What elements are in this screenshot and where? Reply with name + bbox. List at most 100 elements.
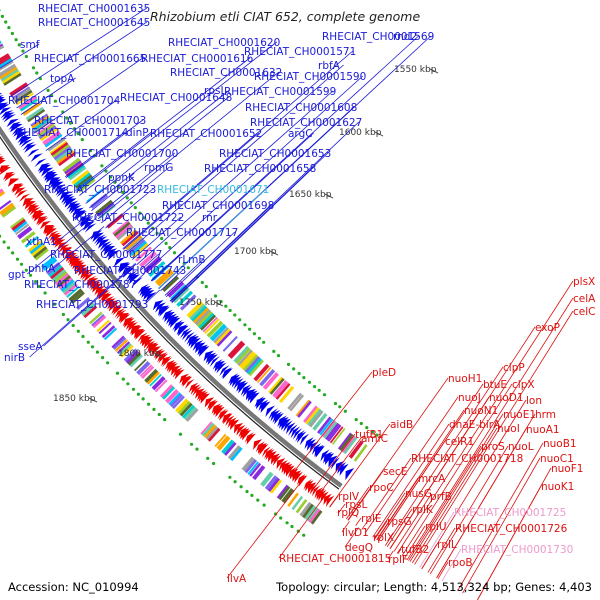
reverse-gene-arrow: [18, 193, 31, 202]
forward-gene-label: RHECIAT_CH0001632: [170, 67, 282, 79]
gc-skew-mark: [28, 273, 33, 277]
cog-block: [223, 441, 237, 456]
cog-block: [34, 247, 49, 261]
cog-block: [249, 462, 262, 477]
reverse-gene-arrow: [0, 159, 6, 165]
cog-block: [237, 349, 253, 366]
gc-skew-mark: [35, 71, 39, 75]
map-title: Rhizobium etli CIAT 652, complete genome: [150, 9, 421, 24]
cog-block: [136, 361, 151, 376]
reverse-gene-arrow: [270, 453, 280, 465]
cog-block: [113, 221, 131, 237]
cog-block: [310, 509, 323, 525]
leader-line: [0, 43, 40, 69]
reverse-gene-label: rplK: [412, 504, 434, 516]
leader-line: [372, 423, 450, 538]
reverse-gene-arrow: [297, 474, 306, 486]
leader-line: [79, 41, 278, 196]
leader-line: [374, 520, 388, 540]
pseudogene-label: RHECIAT_CH0001725: [454, 507, 566, 519]
forward-gene-label: argC: [288, 128, 313, 140]
cog-block: [159, 384, 174, 398]
leader-line: [411, 427, 498, 564]
cog-block: [154, 268, 173, 285]
gc-skew-mark: [0, 14, 4, 18]
reverse-gene-arrow: [99, 292, 111, 302]
cog-block: [1, 205, 17, 218]
leader-line: [226, 483, 300, 579]
reverse-gene-label: lon: [526, 395, 542, 407]
cog-block: [29, 241, 44, 255]
gc-skew-mark: [68, 121, 73, 125]
forward-gene-label: topA: [50, 73, 75, 85]
cog-block: [322, 421, 338, 439]
cog-block: [256, 366, 272, 384]
cog-block: [186, 300, 204, 318]
leader-line: [29, 263, 136, 358]
reverse-gene-label: celR1: [445, 436, 474, 448]
leader-line: [169, 204, 272, 302]
leader-line: [171, 167, 314, 303]
gc-skew-mark: [141, 397, 145, 401]
forward-gene-arrow: [69, 204, 82, 215]
gc-skew-mark: [233, 480, 237, 484]
cog-block: [103, 327, 118, 341]
forward-gene-arrow: [13, 128, 26, 137]
cog-block: [49, 140, 67, 154]
reverse-gene-label: RHECIAT_CH0001726: [455, 523, 568, 535]
cog-block: [49, 266, 65, 280]
cog-block: [214, 328, 231, 345]
reverse-gene-arrow: [80, 269, 91, 279]
leader-line: [406, 297, 574, 561]
cog-block: [227, 340, 244, 358]
leader-line: [151, 132, 314, 282]
cog-block: [114, 339, 129, 352]
scale-tick-mark: [374, 131, 384, 137]
cog-block: [200, 421, 213, 435]
forward-gene-arrow: [131, 277, 143, 288]
forward-gene-arrow: [320, 449, 330, 462]
cog-block: [68, 166, 87, 181]
cog-block: [331, 427, 346, 445]
reverse-gene-arrow: [170, 365, 181, 376]
cog-block: [198, 313, 217, 331]
cog-block: [106, 213, 124, 229]
cog-block: [253, 363, 270, 382]
reverse-gene-arrow: [265, 449, 275, 461]
forward-gene-label: RHECIAT_CH0001635: [38, 3, 150, 15]
cog-block: [241, 456, 255, 472]
gc-skew-mark: [11, 251, 15, 255]
scale-tick-label: 1600 kbp: [339, 128, 382, 138]
feature-rings: [0, 9, 379, 537]
forward-gene-arrow: [219, 365, 230, 377]
cog-block: [296, 400, 312, 418]
cog-block: [28, 240, 43, 253]
gc-skew-mark: [0, 234, 2, 238]
reverse-gene-arrow: [118, 312, 130, 323]
cog-block: [89, 311, 103, 325]
cog-block: [353, 444, 368, 462]
forward-gene-arrow: [304, 437, 314, 450]
reverse-gene-arrow: [236, 424, 246, 436]
reverse-gene-arrow: [276, 458, 286, 470]
cog-block: [303, 406, 320, 425]
forward-gene-arrow: [6, 118, 19, 128]
cog-block: [176, 290, 194, 307]
cog-block: [33, 118, 53, 133]
cog-block: [216, 435, 231, 451]
forward-gene-arrow: [203, 350, 214, 362]
gc-skew-mark: [178, 432, 183, 436]
reverse-gene-arrow: [47, 230, 59, 240]
reverse-gene-arrow: [24, 201, 36, 210]
cog-block: [264, 475, 278, 491]
gc-skew-mark: [233, 313, 237, 317]
gc-skew-mark: [147, 402, 151, 406]
cog-block: [172, 395, 185, 410]
forward-gene-arrow: [184, 331, 195, 343]
forward-gene-label: RHECIAT_CH0001723: [44, 184, 156, 196]
cog-block: [12, 86, 30, 99]
leader-line: [337, 503, 346, 514]
leader-line: [374, 492, 406, 539]
reverse-gene-arrow: [67, 254, 79, 264]
cog-block: [154, 379, 168, 393]
